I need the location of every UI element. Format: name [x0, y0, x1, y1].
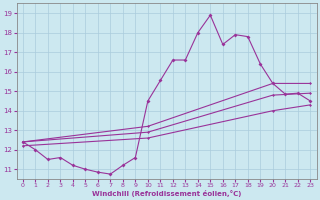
X-axis label: Windchill (Refroidissement éolien,°C): Windchill (Refroidissement éolien,°C)	[92, 190, 241, 197]
